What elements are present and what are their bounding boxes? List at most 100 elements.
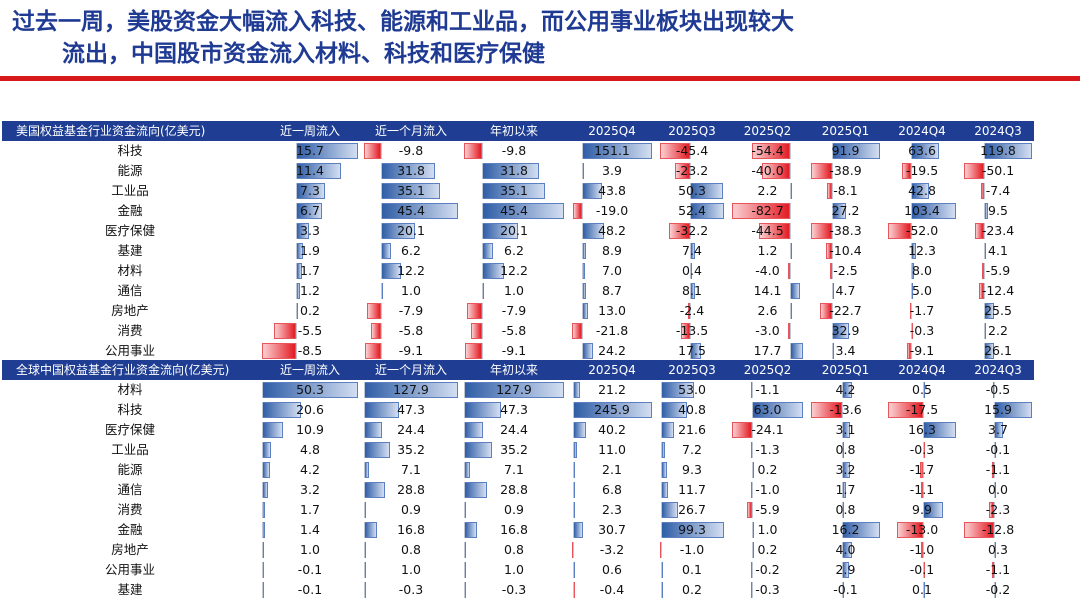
row-label: 工业品 xyxy=(111,183,149,198)
data-cell: 48.2 xyxy=(568,221,656,241)
cell-value: 27.2 xyxy=(831,203,860,218)
bar-axis xyxy=(751,462,753,478)
bar-axis xyxy=(573,442,575,458)
data-cell: 40.8 xyxy=(656,400,728,420)
cell-value: 0.5 xyxy=(912,382,932,397)
bar-axis xyxy=(994,482,996,498)
bar-axis xyxy=(790,183,792,199)
data-cell: -0.1 xyxy=(960,440,1036,460)
data-cell: -23.2 xyxy=(656,161,728,181)
data-cell: -21.8 xyxy=(568,321,656,341)
bar-axis xyxy=(295,243,297,259)
data-cell: 35.2 xyxy=(360,440,462,460)
data-cell: 7.1 xyxy=(460,460,568,480)
bar-axis xyxy=(660,542,662,558)
cell-value: 4.8 xyxy=(300,442,320,457)
bar-axis xyxy=(380,183,382,199)
bar-axis xyxy=(910,183,912,199)
data-cell: 1.7 xyxy=(807,480,884,500)
cell-value: 2.6 xyxy=(757,303,778,318)
negative-flow-bar xyxy=(811,223,832,239)
row-label: 工业品 xyxy=(111,442,149,457)
bar-axis xyxy=(364,402,366,418)
bar-axis xyxy=(994,442,996,458)
cell-value: -40.0 xyxy=(751,163,784,178)
data-cell: 0.8 xyxy=(460,540,568,560)
data-cell: 1.0 xyxy=(728,520,807,540)
cell-value: 15.7 xyxy=(296,143,324,158)
cell-value: -1.1 xyxy=(985,462,1011,477)
bar-axis xyxy=(464,442,466,458)
data-cell: -82.7 xyxy=(728,201,807,221)
bar-axis xyxy=(923,382,925,398)
cell-value: 35.1 xyxy=(500,183,528,198)
bar-axis xyxy=(262,582,264,598)
bar-axis xyxy=(984,323,986,339)
table-row: 材料 1.7 12.2 12.2 7.0 0.4 -4.0 -2.5 8.0 -5.9 xyxy=(2,261,1034,281)
bar-axis xyxy=(689,263,691,279)
bar-axis xyxy=(994,582,996,598)
data-cell: 10.9 xyxy=(258,420,362,440)
cell-value: -38.9 xyxy=(829,163,862,178)
bar-axis xyxy=(380,223,382,239)
data-cell: 21.6 xyxy=(656,420,728,440)
cell-value: 21.2 xyxy=(598,382,626,397)
table-row: 工业品 4.8 35.2 35.2 11.0 7.2 -1.3 0.8 -0.3 -0.1 xyxy=(2,440,1034,460)
bar-axis xyxy=(481,343,483,359)
bar-axis xyxy=(984,183,986,199)
data-cell: -0.2 xyxy=(960,580,1036,600)
table-row: 科技 20.6 47.3 47.3 245.9 40.8 63.0 -13.6 -17.5 15.… xyxy=(2,400,1034,420)
data-cell: -52.0 xyxy=(884,221,960,241)
bar-axis xyxy=(790,303,792,319)
cell-value: 17.7 xyxy=(753,343,782,358)
cell-value: 7.3 xyxy=(300,183,320,198)
row-label: 基建 xyxy=(117,243,143,258)
cell-value: 1.7 xyxy=(300,502,320,517)
data-cell: 26.1 xyxy=(960,341,1036,361)
data-cell: 11.7 xyxy=(656,480,728,500)
bar-axis xyxy=(790,283,792,299)
cell-value: 3.2 xyxy=(835,462,856,477)
bar-axis xyxy=(790,163,792,179)
data-cell: -3.2 xyxy=(568,540,656,560)
bar-axis xyxy=(364,502,366,518)
bar-axis xyxy=(923,482,925,498)
bar-axis xyxy=(262,382,264,398)
row-label: 科技 xyxy=(117,143,143,158)
negative-flow-bar xyxy=(981,263,985,279)
bar-axis xyxy=(364,582,366,598)
data-cell: 6.2 xyxy=(360,241,462,261)
data-cell: 3.7 xyxy=(960,420,1036,440)
data-cell: 11.0 xyxy=(568,440,656,460)
data-cell: 32.9 xyxy=(807,321,884,341)
row-label: 房地产 xyxy=(111,542,149,557)
data-cell: -13.5 xyxy=(656,321,728,341)
data-cell: 91.9 xyxy=(807,141,884,161)
bar-axis xyxy=(910,323,912,339)
bar-axis xyxy=(262,502,264,518)
bar-axis xyxy=(582,223,584,239)
bar-axis xyxy=(573,382,575,398)
bar-axis xyxy=(831,243,833,259)
bar-axis xyxy=(573,422,575,438)
bar-axis xyxy=(689,183,691,199)
data-cell: -7.9 xyxy=(360,301,462,321)
negative-flow-bar xyxy=(467,303,482,319)
negative-flow-bar xyxy=(888,223,911,239)
data-cell: 35.2 xyxy=(460,440,568,460)
cell-value: -7.4 xyxy=(985,183,1011,198)
data-cell: 45.4 xyxy=(360,201,462,221)
bar-axis xyxy=(573,582,575,598)
cell-value: 99.3 xyxy=(678,522,706,537)
data-cell: -10.4 xyxy=(807,241,884,261)
cell-value: 32.9 xyxy=(831,323,860,338)
negative-flow-bar xyxy=(262,343,296,359)
data-cell: 4.7 xyxy=(807,281,884,301)
cell-value: -0.3 xyxy=(909,323,935,338)
bar-axis xyxy=(481,263,483,279)
row-label: 通信 xyxy=(117,283,143,298)
cell-value: 1.7 xyxy=(300,263,320,278)
bar-axis xyxy=(842,542,844,558)
data-cell: 0.8 xyxy=(807,500,884,520)
data-cell: 15.9 xyxy=(960,400,1036,420)
